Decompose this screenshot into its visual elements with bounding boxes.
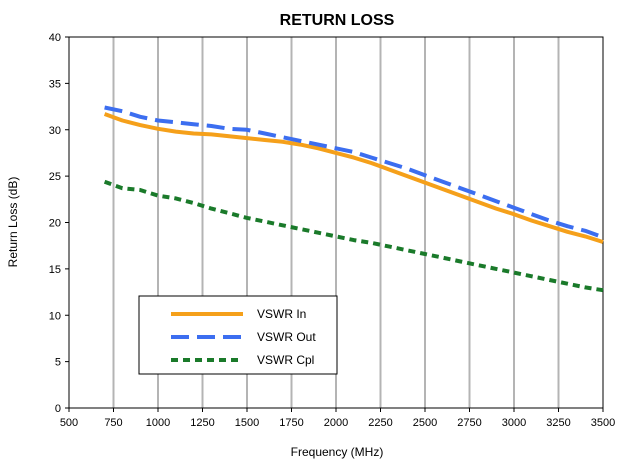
y-tick-label: 10 bbox=[49, 310, 61, 322]
x-tick-label: 500 bbox=[60, 417, 78, 429]
y-tick-label: 15 bbox=[49, 264, 61, 276]
x-tick-label: 1250 bbox=[190, 417, 214, 429]
x-axis-title: Frequency (MHz) bbox=[291, 445, 384, 459]
x-tick-label: 2250 bbox=[368, 417, 392, 429]
x-tick-label: 1000 bbox=[146, 417, 170, 429]
legend-label: VSWR In bbox=[257, 307, 306, 321]
x-tick-label: 2750 bbox=[457, 417, 481, 429]
axes: 500 750 1000 1250 1500 1750 2000 2250 2500 2750 30… bbox=[49, 32, 615, 429]
y-tick-label: 20 bbox=[49, 218, 61, 230]
x-tick-label: 2500 bbox=[413, 417, 437, 429]
series-lines bbox=[103, 105, 604, 293]
legend-label: VSWR Cpl bbox=[257, 353, 314, 367]
series-line-vswr-out bbox=[104, 105, 604, 240]
y-tick-label: 35 bbox=[49, 78, 61, 90]
chart-title: RETURN LOSS bbox=[280, 12, 395, 29]
series-line-vswr-cpl bbox=[103, 179, 604, 293]
y-tick-label: 0 bbox=[55, 403, 61, 415]
legend: VSWR In VSWR Out VSWR Cpl bbox=[138, 295, 338, 375]
x-tick-label: 750 bbox=[104, 417, 122, 429]
y-tick-label: 40 bbox=[49, 32, 61, 44]
grid bbox=[112, 37, 560, 408]
x-tick-label: 3250 bbox=[546, 417, 570, 429]
x-tick-label: 1750 bbox=[279, 417, 303, 429]
y-tick-label: 5 bbox=[55, 357, 61, 369]
series-line-vswr-in bbox=[103, 112, 604, 244]
y-tick-label: 30 bbox=[49, 125, 61, 137]
x-tick-label: 2000 bbox=[324, 417, 348, 429]
legend-label: VSWR Out bbox=[257, 330, 316, 344]
y-tick-label: 25 bbox=[49, 171, 61, 183]
x-tick-label: 3000 bbox=[502, 417, 526, 429]
x-tick-label: 1500 bbox=[235, 417, 259, 429]
y-axis-title: Return Loss (dB) bbox=[6, 177, 20, 268]
x-tick-label: 3500 bbox=[591, 417, 615, 429]
